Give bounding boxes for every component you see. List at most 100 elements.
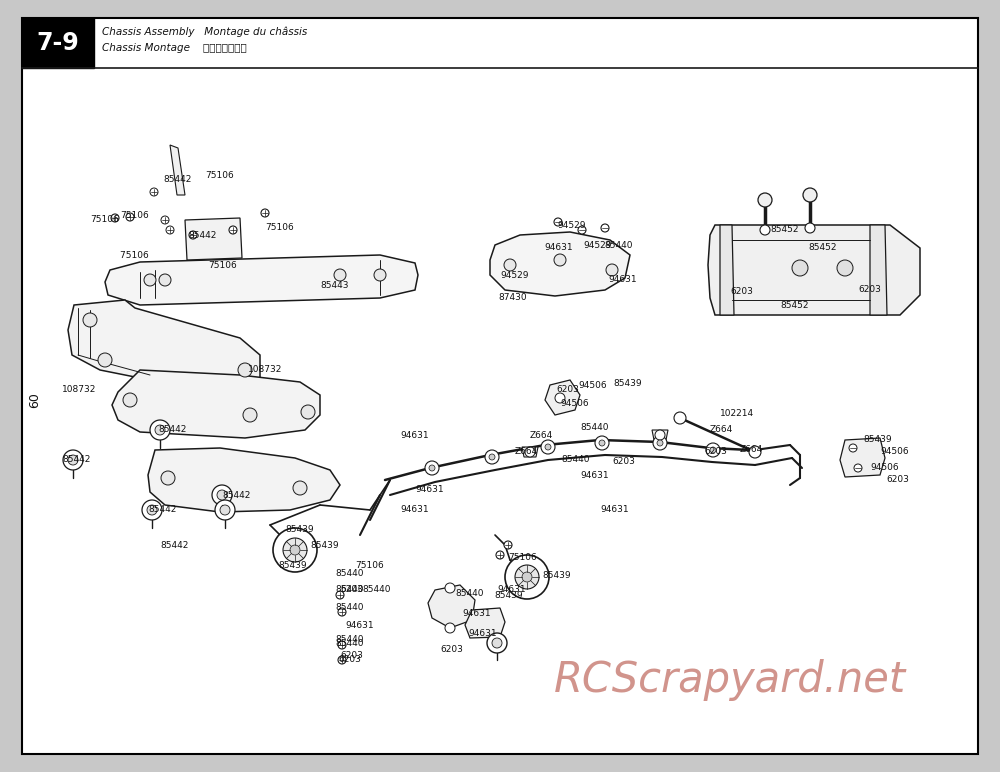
Circle shape (425, 461, 439, 475)
FancyBboxPatch shape (22, 18, 94, 68)
Text: 102214: 102214 (720, 408, 754, 418)
Circle shape (68, 455, 78, 465)
Text: 85439: 85439 (542, 571, 571, 580)
Text: 94529: 94529 (583, 241, 612, 249)
Circle shape (83, 313, 97, 327)
Text: 94631: 94631 (400, 506, 429, 514)
Polygon shape (465, 608, 505, 638)
Text: 87430: 87430 (498, 293, 527, 303)
Circle shape (161, 216, 169, 224)
Text: 85439: 85439 (494, 591, 523, 600)
Polygon shape (545, 380, 580, 415)
Polygon shape (490, 232, 630, 296)
Text: Z664: Z664 (515, 448, 538, 456)
Circle shape (706, 443, 720, 457)
Circle shape (599, 440, 605, 446)
Text: 94506: 94506 (578, 381, 607, 390)
Circle shape (803, 188, 817, 202)
Text: 85440: 85440 (455, 588, 484, 598)
Polygon shape (112, 370, 320, 438)
Text: 85442: 85442 (158, 425, 186, 435)
Circle shape (674, 412, 686, 424)
Circle shape (123, 393, 137, 407)
Circle shape (150, 420, 170, 440)
Circle shape (189, 231, 197, 239)
Text: 75106: 75106 (120, 211, 149, 219)
Circle shape (504, 259, 516, 271)
Circle shape (854, 464, 862, 472)
Circle shape (338, 641, 346, 649)
Text: 94631: 94631 (580, 470, 609, 479)
Text: 60: 60 (28, 392, 42, 408)
Text: 94631: 94631 (544, 243, 573, 252)
Circle shape (554, 218, 562, 226)
Circle shape (338, 656, 346, 664)
Circle shape (487, 633, 507, 653)
Circle shape (220, 505, 230, 515)
Circle shape (301, 405, 315, 419)
Circle shape (283, 538, 307, 562)
Circle shape (290, 545, 300, 555)
Text: 75106: 75106 (508, 554, 537, 563)
Text: 75106: 75106 (265, 224, 294, 232)
Circle shape (805, 223, 815, 233)
Circle shape (606, 264, 618, 276)
Polygon shape (840, 438, 885, 477)
Circle shape (837, 260, 853, 276)
Circle shape (849, 444, 857, 452)
Circle shape (150, 188, 158, 196)
Circle shape (147, 505, 157, 515)
Polygon shape (652, 430, 668, 440)
Circle shape (155, 425, 165, 435)
Text: 85439: 85439 (310, 540, 339, 550)
Text: 94631: 94631 (608, 276, 637, 285)
Polygon shape (170, 145, 185, 195)
Text: 85440: 85440 (604, 241, 633, 249)
Text: 94631: 94631 (462, 608, 491, 618)
Text: 85440: 85440 (580, 424, 608, 432)
Circle shape (166, 226, 174, 234)
Polygon shape (870, 225, 887, 315)
Text: Z664: Z664 (530, 431, 553, 439)
Text: 85442: 85442 (163, 174, 191, 184)
Circle shape (429, 465, 435, 471)
Polygon shape (428, 585, 475, 628)
Circle shape (243, 408, 257, 422)
Text: 85439: 85439 (278, 560, 307, 570)
Text: Chassis Assembly   Montage du châssis: Chassis Assembly Montage du châssis (102, 27, 307, 37)
Text: 85440: 85440 (362, 585, 390, 594)
Circle shape (522, 572, 532, 582)
Circle shape (217, 490, 227, 500)
Text: 6203: 6203 (556, 385, 579, 394)
Polygon shape (105, 255, 418, 305)
Text: 6203: 6203 (612, 458, 635, 466)
Circle shape (504, 541, 512, 549)
Text: 85442: 85442 (62, 455, 90, 465)
Text: 85452: 85452 (808, 243, 836, 252)
Circle shape (489, 454, 495, 460)
Text: 85439: 85439 (863, 435, 892, 445)
Text: 6203: 6203 (340, 585, 363, 594)
Circle shape (578, 226, 586, 234)
Text: 94631: 94631 (468, 628, 497, 638)
Circle shape (595, 436, 609, 450)
Text: 85442: 85442 (148, 506, 176, 514)
Circle shape (159, 274, 171, 286)
Circle shape (760, 225, 770, 235)
Circle shape (496, 551, 504, 559)
Text: 6203: 6203 (440, 645, 463, 655)
Circle shape (445, 623, 455, 633)
Text: 7-9: 7-9 (37, 31, 79, 55)
Text: 85440: 85440 (335, 602, 364, 611)
Text: 85443: 85443 (320, 280, 349, 290)
Circle shape (555, 393, 565, 403)
Circle shape (212, 485, 232, 505)
Circle shape (374, 269, 386, 281)
Text: 94506: 94506 (880, 448, 909, 456)
Text: 85440: 85440 (335, 638, 364, 648)
Circle shape (98, 353, 112, 367)
Circle shape (541, 440, 555, 454)
Text: 85442: 85442 (222, 490, 250, 499)
Circle shape (505, 555, 549, 599)
Text: 94631: 94631 (600, 506, 629, 514)
